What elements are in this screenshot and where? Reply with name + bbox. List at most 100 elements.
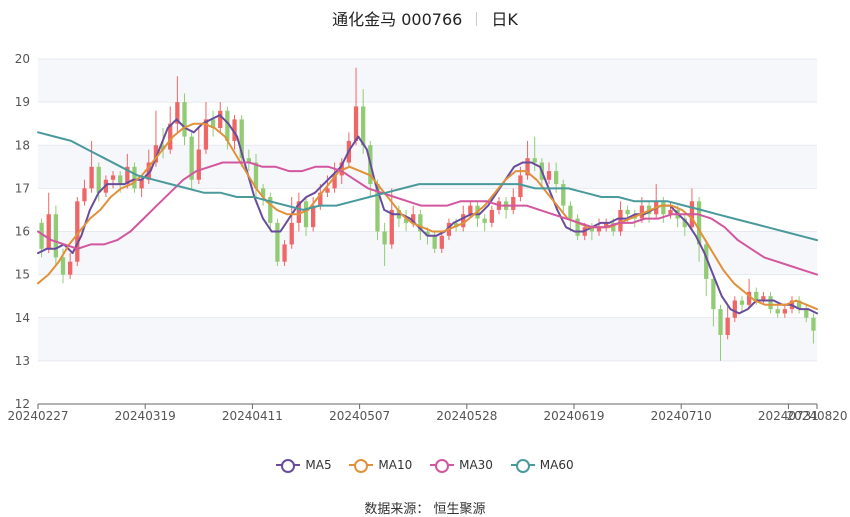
plot-band [38, 59, 817, 103]
legend-item-ma5[interactable]: MA5 [276, 458, 332, 473]
x-tick-label: 20240710 [651, 409, 712, 423]
candle-body [518, 175, 523, 197]
title-separator [476, 12, 478, 26]
candle [632, 209, 637, 228]
candle [532, 136, 537, 172]
candle-body [604, 222, 609, 228]
x-tick-label: 20240619 [543, 409, 604, 423]
candle [589, 222, 595, 241]
candle [682, 214, 687, 236]
legend-label-ma10: MA10 [378, 458, 413, 472]
candle [203, 102, 209, 154]
candle-body [168, 123, 173, 150]
candle [210, 110, 216, 137]
candle-body [89, 166, 94, 189]
candle [604, 218, 609, 232]
legend-item-ma60[interactable]: MA60 [510, 458, 574, 473]
candle-body [589, 227, 595, 232]
candle [503, 197, 509, 219]
legend-label-ma5: MA5 [305, 458, 332, 472]
candle-body [225, 110, 230, 141]
candle [725, 304, 730, 340]
candle [160, 128, 166, 159]
legend-swatch-ma10 [349, 459, 374, 473]
plot-band [38, 145, 817, 189]
candle [575, 214, 580, 241]
candle [46, 192, 51, 254]
candle-body [311, 205, 316, 228]
x-axis: 20240227 20240319 20240411 20240507 20240528… [7, 403, 848, 423]
candle-body [782, 309, 787, 314]
candle [403, 209, 409, 232]
legend-item-ma30[interactable]: MA30 [430, 458, 493, 473]
candle-body [53, 214, 59, 258]
y-tick-label: 12 [15, 397, 30, 411]
candle [239, 115, 244, 167]
chart-title: 通化金马 000766 日K [0, 6, 850, 29]
candle [468, 201, 473, 219]
y-tick-label: 16 [15, 225, 30, 239]
candle-body [746, 291, 752, 305]
candle [175, 76, 180, 133]
candle [746, 278, 752, 310]
stock-name: 通化金马 000766 [332, 10, 463, 29]
candle [89, 140, 94, 193]
candle-body [125, 166, 130, 185]
x-tick-label: 20240227 [7, 409, 68, 423]
candle-body [296, 201, 302, 223]
candle-body [525, 158, 530, 176]
candle-body [68, 261, 73, 275]
candle [511, 188, 516, 215]
x-tick-label: 20240528 [436, 409, 497, 423]
candle [268, 192, 273, 232]
candle [132, 162, 137, 193]
x-tick-label: 20240411 [222, 409, 283, 423]
candle [718, 304, 723, 361]
candle-body [489, 209, 494, 223]
candle-body [260, 188, 266, 197]
candle-body [468, 205, 473, 215]
candle [296, 192, 302, 232]
candle-body [239, 119, 244, 159]
y-tick-label: 17 [15, 181, 30, 195]
candle-body [796, 300, 802, 310]
candle [68, 253, 73, 279]
candle-body [596, 227, 602, 232]
candle-body [39, 222, 44, 249]
candle-body [761, 296, 766, 301]
candle-body [289, 222, 294, 245]
candle-body [218, 110, 223, 128]
candle-body [232, 119, 237, 141]
candle-body [453, 222, 459, 228]
legend-item-ma10[interactable]: MA10 [349, 458, 413, 473]
candle [289, 197, 294, 249]
candle-body [439, 235, 444, 249]
candle-body [110, 175, 116, 180]
candle-body [754, 291, 759, 301]
candle-body [696, 201, 702, 245]
candle [761, 291, 766, 305]
candle-body [246, 158, 251, 163]
series-line-ma5 [37, 114, 818, 315]
series-line-ma60 [37, 131, 818, 242]
data-source: 数据来源： 恒生聚源 [364, 502, 486, 517]
candle-body [546, 171, 552, 180]
candle-body [511, 197, 516, 210]
candle [303, 197, 309, 236]
series-line-ma30 [37, 161, 818, 276]
candle-body [253, 162, 259, 189]
candle-body [553, 171, 559, 185]
candle-body [639, 205, 645, 219]
plot-bands [38, 59, 817, 361]
candle-body [139, 179, 144, 189]
candle [796, 296, 802, 314]
candle [382, 222, 387, 266]
legend-swatch-ma5 [276, 459, 301, 473]
candle [711, 274, 716, 327]
candle-body [318, 192, 323, 206]
candle-body [75, 201, 80, 262]
legend-label-ma60: MA60 [539, 458, 574, 472]
x-tick-label: 20240731 [758, 409, 819, 423]
candle [246, 149, 251, 172]
